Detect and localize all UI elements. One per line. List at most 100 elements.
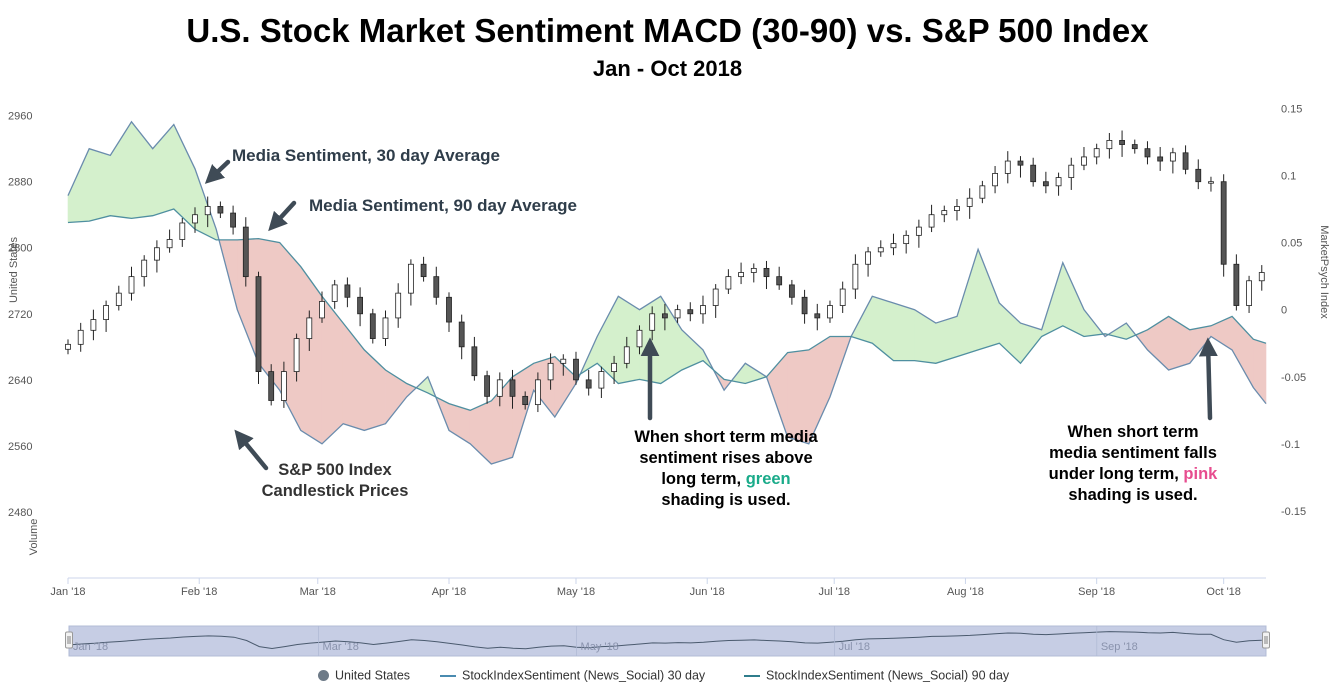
legend-item[interactable]: United States bbox=[318, 668, 410, 683]
candle-body bbox=[915, 226, 922, 236]
shading-segment bbox=[681, 329, 704, 371]
candle-body bbox=[1220, 181, 1227, 265]
annotation-arrows bbox=[204, 159, 1218, 471]
shading-segment bbox=[1147, 315, 1169, 371]
annotation-candles-line1: S&P 500 Index bbox=[278, 461, 392, 479]
candle-body bbox=[280, 371, 287, 401]
shading-segment bbox=[872, 295, 894, 362]
y-right-tick-label: 0 bbox=[1281, 305, 1287, 317]
annotation-green-line3: long term, green bbox=[611, 469, 841, 490]
candle-body bbox=[1195, 168, 1202, 183]
shading-segment bbox=[935, 315, 958, 364]
shading-segment bbox=[512, 362, 534, 458]
candle-body bbox=[395, 292, 402, 319]
candle-body bbox=[534, 379, 541, 406]
shading-segment bbox=[1253, 338, 1267, 405]
legend-item[interactable]: StockIndexSentiment (News_Social) 90 day bbox=[744, 668, 1009, 683]
candle-body bbox=[77, 329, 84, 345]
annotation-candles-line2: Candlestick Prices bbox=[261, 482, 409, 500]
shading-segment bbox=[999, 302, 1021, 365]
legend-item[interactable]: StockIndexSentiment (News_Social) 30 day bbox=[440, 668, 705, 683]
candle-body bbox=[204, 206, 211, 216]
candle-body bbox=[1042, 181, 1049, 187]
annotation-pink: When short term media sentiment falls un… bbox=[1030, 422, 1236, 506]
navigator[interactable]: Jan '18 Mar '18 May '18 Jul '18 Sep '18 bbox=[65, 625, 1270, 657]
candle-body bbox=[1233, 263, 1240, 306]
shading-segment bbox=[131, 120, 153, 219]
candle-body bbox=[357, 296, 363, 315]
arrow-pink bbox=[1198, 337, 1218, 421]
candle-body bbox=[788, 284, 795, 298]
y-right-tick-label: 0.05 bbox=[1281, 238, 1302, 250]
x-tick-label: Jun '18 bbox=[690, 586, 725, 598]
legend-line-icon bbox=[440, 674, 456, 677]
candle-body bbox=[712, 288, 719, 306]
candle-body bbox=[1106, 140, 1113, 150]
x-tick-label: Jul '18 bbox=[818, 586, 849, 598]
shading-segment bbox=[618, 295, 640, 384]
annotation-pink-line1: When short term bbox=[1067, 423, 1199, 441]
shading-segment bbox=[110, 120, 132, 219]
candle-body bbox=[103, 305, 109, 320]
annotation-ma90: Media Sentiment, 90 day Average bbox=[309, 196, 578, 215]
candle-body bbox=[1081, 156, 1087, 166]
y-left-tick-label: 2560 bbox=[8, 441, 32, 453]
annotation-ma30: Media Sentiment, 30 day Average bbox=[232, 146, 501, 165]
candle-body bbox=[560, 358, 567, 364]
annotation-green-line1: When short term media bbox=[634, 428, 818, 446]
candle-body bbox=[750, 267, 757, 273]
candle-body bbox=[725, 276, 732, 290]
y-left-tick-label: 2720 bbox=[8, 309, 32, 321]
candle-body bbox=[115, 292, 122, 306]
candle-body bbox=[65, 343, 71, 350]
candle-body bbox=[153, 247, 160, 261]
legend-label: StockIndexSentiment (News_Social) 30 day bbox=[462, 668, 706, 683]
candle-body bbox=[992, 173, 998, 187]
candle-body bbox=[446, 296, 452, 323]
candle-body bbox=[166, 239, 173, 249]
annotation-green-word: green bbox=[745, 470, 791, 488]
candle-body bbox=[1093, 148, 1100, 158]
navigator-handle bbox=[65, 631, 73, 649]
navigator-tick-label: May '18 bbox=[581, 641, 619, 653]
shading-segment bbox=[893, 302, 915, 361]
y-right-tick-label: -0.05 bbox=[1281, 372, 1306, 384]
y-left-tick-label: 2960 bbox=[8, 111, 32, 123]
candle-body bbox=[407, 263, 414, 294]
candle-body bbox=[242, 226, 249, 278]
legend-circle-icon bbox=[318, 670, 329, 682]
candle-body bbox=[661, 313, 668, 319]
legend-line-icon bbox=[744, 674, 760, 677]
candle-body bbox=[420, 263, 427, 278]
shading-segment bbox=[977, 249, 1000, 351]
candle-body bbox=[839, 288, 846, 306]
candle-body bbox=[1068, 164, 1075, 178]
candle-body bbox=[877, 247, 884, 253]
shading-segment bbox=[67, 148, 90, 223]
candlestick-series bbox=[65, 130, 1265, 413]
candle-body bbox=[471, 346, 478, 377]
candle-body bbox=[1258, 272, 1265, 282]
arrow-ma90 bbox=[268, 200, 297, 232]
navigator-tick-label: Jul '18 bbox=[839, 641, 870, 653]
candle-body bbox=[458, 321, 465, 348]
shading-segment bbox=[385, 369, 407, 425]
chart-title: U.S. Stock Market Sentiment MACD (30-90)… bbox=[186, 12, 1149, 49]
candle-body bbox=[496, 379, 503, 397]
volume-axis-title: Volume bbox=[28, 519, 40, 556]
shading-segment bbox=[279, 241, 302, 431]
annotation-green: When short term media sentiment rises ab… bbox=[611, 427, 841, 511]
annotation-pink-line3: under long term, pink bbox=[1030, 464, 1236, 485]
candle-body bbox=[1182, 152, 1189, 170]
y-right-axis-title: MarketPsych Index bbox=[1318, 225, 1330, 319]
candle-body bbox=[293, 338, 300, 372]
candle-body bbox=[814, 313, 821, 319]
candle-body bbox=[509, 379, 516, 397]
candle-body bbox=[801, 296, 808, 315]
x-tick-label: Feb '18 bbox=[181, 586, 217, 598]
candle-body bbox=[141, 259, 148, 278]
candle-body bbox=[344, 284, 351, 298]
navigator-window bbox=[68, 625, 1267, 657]
candle-body bbox=[484, 375, 490, 397]
shading-segment bbox=[956, 249, 979, 358]
